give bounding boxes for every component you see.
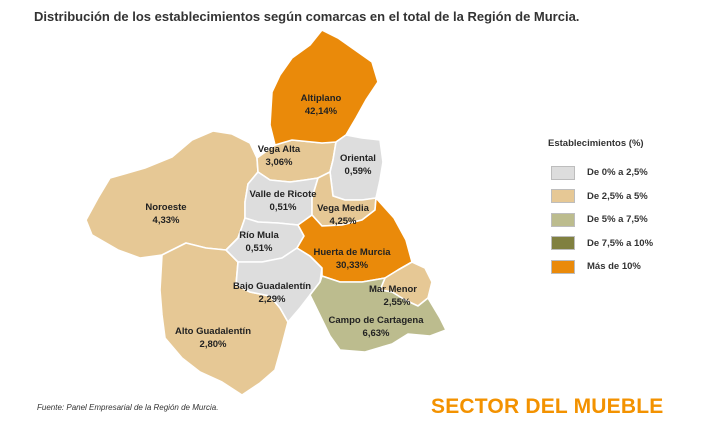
label-oriental-name: Oriental (340, 153, 376, 164)
label-bajo-guadalentin-name: Bajo Guadalentín (233, 281, 311, 292)
legend-label: De 2,5% a 5% (587, 190, 648, 202)
legend-label: De 0% a 2,5% (587, 167, 648, 179)
legend-swatch (551, 212, 575, 227)
label-alto-guadalentin-value: 2,80% (200, 339, 227, 350)
legend-label: De 7,5% a 10% (587, 237, 654, 249)
label-vega-alta-value: 3,06% (266, 157, 293, 168)
label-oriental-value: 0,59% (345, 166, 372, 177)
legend-swatch (551, 165, 575, 180)
label-campo-cartagena-name: Campo de Cartagena (328, 315, 424, 326)
label-vega-media-name: Vega Media (317, 203, 369, 214)
label-huerta-murcia-value: 30,33% (336, 260, 369, 271)
legend-item: Más de 10% (548, 255, 713, 279)
label-noroeste-name: Noroeste (145, 202, 186, 213)
label-mar-menor-name: Mar Menor (369, 284, 417, 295)
legend-label: Más de 10% (587, 261, 641, 273)
legend-label: De 5% a 7,5% (587, 214, 648, 226)
source-note: Fuente: Panel Empresarial de la Región d… (37, 403, 219, 412)
map-legend: Establecimientos (%) De 0% a 2,5% De 2,5… (548, 138, 713, 279)
legend-title: Establecimientos (%) (548, 138, 644, 149)
label-vega-media-value: 4,25% (330, 216, 357, 227)
legend-swatch (551, 189, 575, 204)
label-mar-menor-value: 2,55% (384, 297, 411, 308)
legend-item: De 7,5% a 10% (548, 232, 713, 256)
label-altiplano-name: Altiplano (301, 93, 342, 104)
region-altiplano[interactable] (269, 29, 379, 146)
region-noroeste[interactable] (85, 130, 259, 259)
legend-swatch (551, 259, 575, 274)
label-bajo-guadalentin-value: 2,29% (259, 294, 286, 305)
label-rio-mula-name: Río Mula (239, 230, 279, 241)
map-title: Distribución de los establecimientos seg… (34, 9, 580, 24)
region-map: Altiplano 42,14% Vega Alta 3,06% Orienta… (85, 29, 447, 396)
region-campo-cartagena[interactable] (309, 275, 447, 353)
legend-swatch (551, 236, 575, 251)
label-valle-ricote-value: 0,51% (270, 202, 297, 213)
sector-title: SECTOR DEL MUEBLE (431, 395, 664, 418)
label-campo-cartagena-value: 6,63% (363, 328, 390, 339)
label-altiplano-value: 42,14% (305, 106, 338, 117)
legend-item: De 2,5% a 5% (548, 185, 713, 209)
label-valle-ricote-name: Valle de Ricote (249, 189, 316, 200)
label-noroeste-value: 4,33% (153, 215, 180, 226)
legend-item: De 5% a 7,5% (548, 208, 713, 232)
legend-item: De 0% a 2,5% (548, 161, 713, 185)
label-alto-guadalentin-name: Alto Guadalentín (175, 326, 251, 337)
label-rio-mula-value: 0,51% (246, 243, 273, 254)
label-vega-alta-name: Vega Alta (258, 144, 301, 155)
label-huerta-murcia-name: Huerta de Murcia (313, 247, 391, 258)
